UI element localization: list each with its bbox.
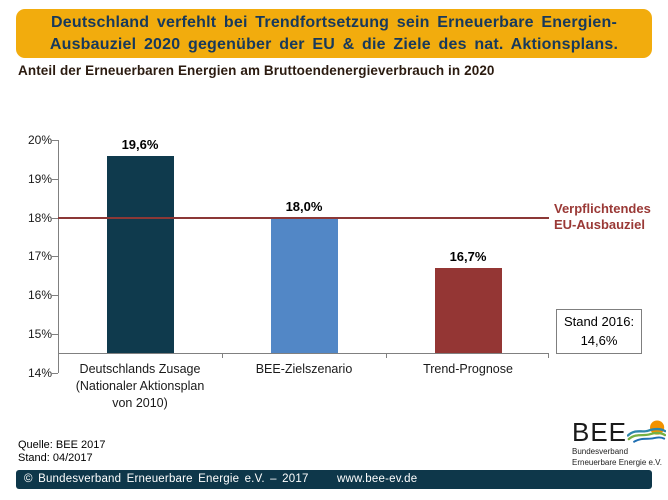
- y-axis-tick-label: 19%: [27, 171, 52, 186]
- y-axis-tick-label: 14%: [27, 365, 52, 380]
- x-axis-tick-mark: [386, 353, 387, 358]
- source-line: Quelle: BEE 2017: [18, 439, 106, 451]
- bar: [106, 155, 174, 353]
- category-label: Trend-Prognose: [423, 362, 513, 376]
- headline-line-1: Deutschland verfehlt bei Trendfortsetzun…: [51, 13, 617, 31]
- bee-logo: BEE Bundesverband Erneuerbare Energie e.…: [572, 418, 666, 468]
- y-axis-tick-mark: [52, 217, 58, 219]
- sun-icon: [650, 420, 665, 435]
- bee-logo-subline-2: Erneuerbare Energie e.V.: [572, 458, 662, 467]
- reference-line: [58, 216, 549, 219]
- x-axis-line: [58, 353, 549, 354]
- chart-title: Anteil der Erneuerbaren Energien am Brut…: [18, 63, 495, 78]
- y-axis-line: [58, 140, 59, 373]
- headline-line-2: Ausbauziel 2020 gegenüber der EU & die Z…: [49, 35, 619, 53]
- y-axis-tick-mark: [52, 140, 58, 141]
- bar-value-label: 16,7%: [449, 249, 487, 265]
- y-axis-tick-label: 18%: [27, 210, 52, 225]
- annotation-box: Stand 2016: 14,6%: [556, 309, 642, 354]
- y-axis-tick-label: 16%: [27, 288, 52, 303]
- bee-logo-top: BEE: [572, 418, 666, 446]
- reference-line-label: Verpflichtendes EU-Ausbauziel: [554, 201, 651, 232]
- y-axis-tick-label: 17%: [27, 249, 52, 264]
- footer-bar: © Bundesverband Erneuerbare Energie e.V.…: [16, 470, 652, 489]
- copyright-text: © Bundesverband Erneuerbare Energie e.V.…: [24, 473, 309, 485]
- bee-logo-text: BEE: [572, 417, 628, 447]
- bee-logo-subline-1: Bundesverband: [572, 447, 629, 456]
- y-axis-tick-label: 20%: [27, 133, 52, 147]
- website-text: www.bee-ev.de: [337, 473, 418, 485]
- y-axis-tick-label: 15%: [27, 327, 52, 342]
- x-axis-tick-mark: [222, 353, 223, 358]
- annotation-line-1: Stand 2016:: [563, 314, 635, 329]
- bar: [434, 268, 502, 353]
- annotation-line-2: 14,6%: [580, 333, 618, 348]
- bar-value-label: 19,6%: [121, 136, 159, 152]
- headline-banner: Deutschland verfehlt bei Trendfortsetzun…: [16, 9, 652, 58]
- category-label: Deutschlands Zusage (Nationaler Aktionsp…: [75, 362, 205, 410]
- y-axis-tick-mark: [52, 178, 58, 180]
- category-label: BEE-Zielszenario: [255, 362, 353, 376]
- bee-logo-swoosh-sun-icon: [627, 420, 666, 443]
- bar: [270, 217, 338, 353]
- y-axis-tick-mark: [52, 256, 58, 258]
- source-block: Quelle: BEE 2017 Stand: 04/2017: [18, 439, 105, 465]
- y-axis-tick-mark: [52, 334, 58, 336]
- stand-line: Stand: 04/2017: [18, 452, 93, 464]
- y-axis-tick-mark: [52, 295, 58, 297]
- y-axis-tick-mark: [52, 372, 58, 374]
- bar-value-label: 18,0%: [285, 198, 323, 214]
- x-axis-tick-mark: [548, 353, 549, 358]
